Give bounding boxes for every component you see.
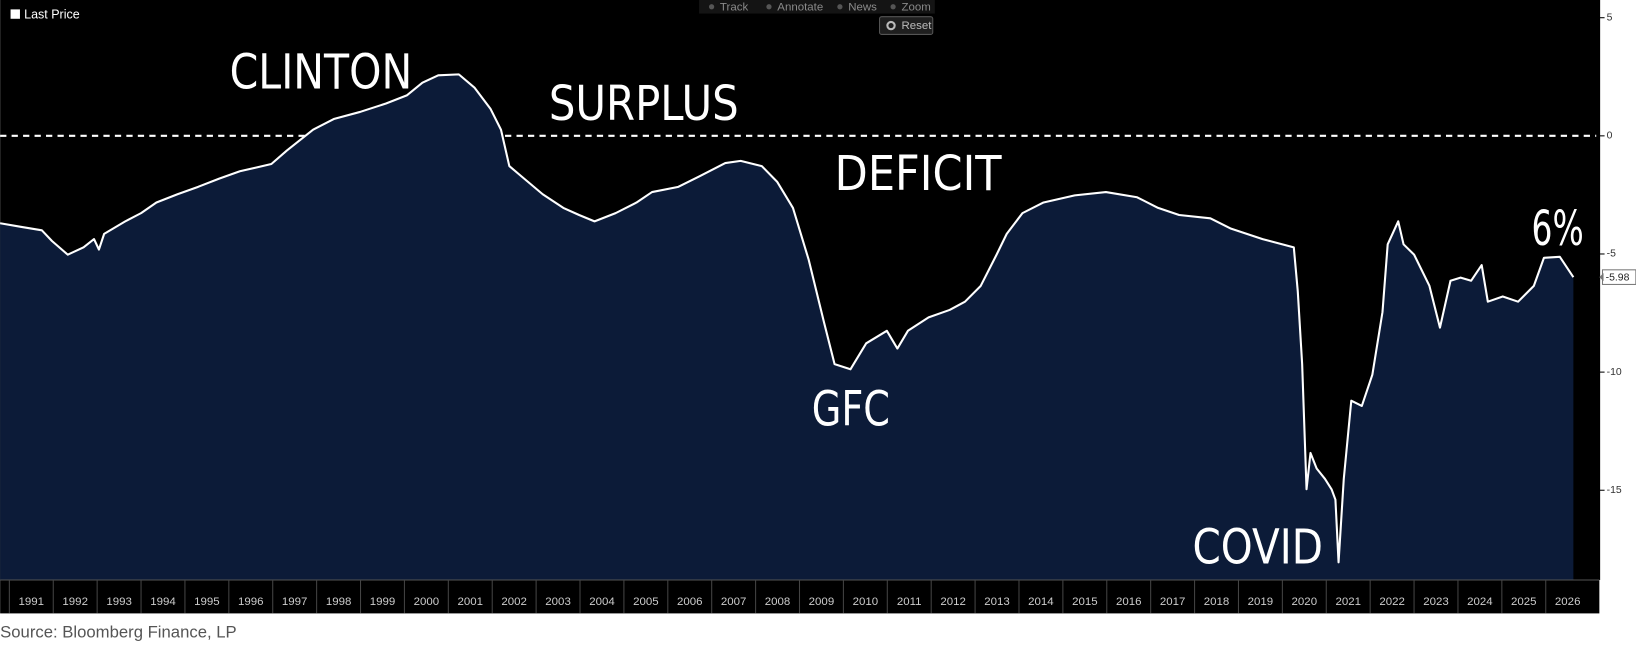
x-tick-label: 1993 bbox=[106, 596, 132, 608]
y-tick-label: -15 bbox=[1607, 485, 1622, 496]
x-tick-label: 2023 bbox=[1423, 596, 1449, 608]
reset-button[interactable] bbox=[879, 16, 934, 35]
x-tick-label: 2006 bbox=[677, 596, 703, 608]
y-tick-label: 0 bbox=[1607, 131, 1613, 142]
y-tick-label: 5 bbox=[1607, 12, 1613, 23]
legend-swatch bbox=[10, 9, 20, 19]
x-tick-label: 2014 bbox=[1028, 596, 1054, 608]
reset-label[interactable]: Reset bbox=[901, 20, 932, 32]
toolbar-button[interactable]: Track bbox=[720, 1, 749, 13]
annotation: CLINTON bbox=[230, 45, 413, 101]
x-tick-label: 1996 bbox=[238, 596, 264, 608]
toolbar-icon bbox=[766, 4, 772, 10]
annotation: GFC bbox=[812, 382, 890, 438]
toolbar bbox=[699, 0, 935, 14]
x-tick-label: 2026 bbox=[1555, 596, 1581, 608]
x-tick-label: 2002 bbox=[501, 596, 527, 608]
toolbar-button[interactable]: Zoom bbox=[901, 1, 930, 13]
x-tick-label: 1994 bbox=[150, 596, 176, 608]
x-tick-label: 1995 bbox=[194, 596, 220, 608]
x-tick-label: 1997 bbox=[282, 596, 308, 608]
x-tick-label: 2019 bbox=[1248, 596, 1274, 608]
x-tick-label: 2007 bbox=[721, 596, 747, 608]
annotation: COVID bbox=[1193, 519, 1323, 575]
x-tick-label: 2018 bbox=[1204, 596, 1230, 608]
y-tick-label: -5 bbox=[1607, 249, 1616, 260]
toolbar-icon bbox=[890, 4, 896, 10]
x-tick-label: 2004 bbox=[589, 596, 615, 608]
legend-label: Last Price bbox=[24, 7, 80, 21]
x-tick-label: 2003 bbox=[545, 596, 571, 608]
x-tick-label: 2010 bbox=[853, 596, 879, 608]
x-tick-label: 2012 bbox=[940, 596, 966, 608]
x-tick-label: 2020 bbox=[1292, 596, 1318, 608]
y-tick-label: -10 bbox=[1607, 367, 1622, 378]
x-tick-label: 2000 bbox=[414, 596, 440, 608]
last-price-pointer bbox=[1599, 272, 1604, 282]
x-tick-label: 2013 bbox=[984, 596, 1010, 608]
toolbar-icon bbox=[837, 4, 843, 10]
x-tick-label: 1998 bbox=[326, 596, 352, 608]
x-tick-label: 2025 bbox=[1511, 596, 1537, 608]
price-line bbox=[0, 73, 1575, 564]
annotation: SURPLUS bbox=[549, 76, 739, 132]
x-tick-label: 2009 bbox=[809, 596, 835, 608]
x-tick-label: 2001 bbox=[458, 596, 484, 608]
x-tick-label: 2008 bbox=[765, 596, 791, 608]
x-tick-label: 1999 bbox=[370, 596, 396, 608]
x-tick-label: 1992 bbox=[62, 596, 88, 608]
reset-icon bbox=[886, 20, 896, 31]
x-tick-label: 2016 bbox=[1116, 596, 1142, 608]
x-tick-label: 2015 bbox=[1072, 596, 1098, 608]
x-tick-label: 2017 bbox=[1160, 596, 1186, 608]
x-tick-label: 2005 bbox=[633, 596, 659, 608]
annotation: 6% bbox=[1532, 201, 1584, 257]
toolbar-button[interactable]: Annotate bbox=[777, 1, 823, 13]
x-tick-label: 2021 bbox=[1335, 596, 1361, 608]
last-price-label: -5.98 bbox=[1606, 272, 1630, 283]
x-tick-label: 2024 bbox=[1467, 596, 1493, 608]
x-tick-label: 2022 bbox=[1379, 596, 1405, 608]
toolbar-icon bbox=[708, 4, 715, 10]
annotation: DEFICIT bbox=[835, 146, 1003, 202]
area-fill bbox=[0, 74, 1574, 581]
toolbar-button[interactable]: News bbox=[848, 1, 877, 13]
x-tick-label: 2011 bbox=[897, 596, 922, 608]
x-tick-label: 1991 bbox=[19, 596, 45, 608]
source-note: Source: Bloomberg Finance, LP bbox=[0, 623, 237, 642]
